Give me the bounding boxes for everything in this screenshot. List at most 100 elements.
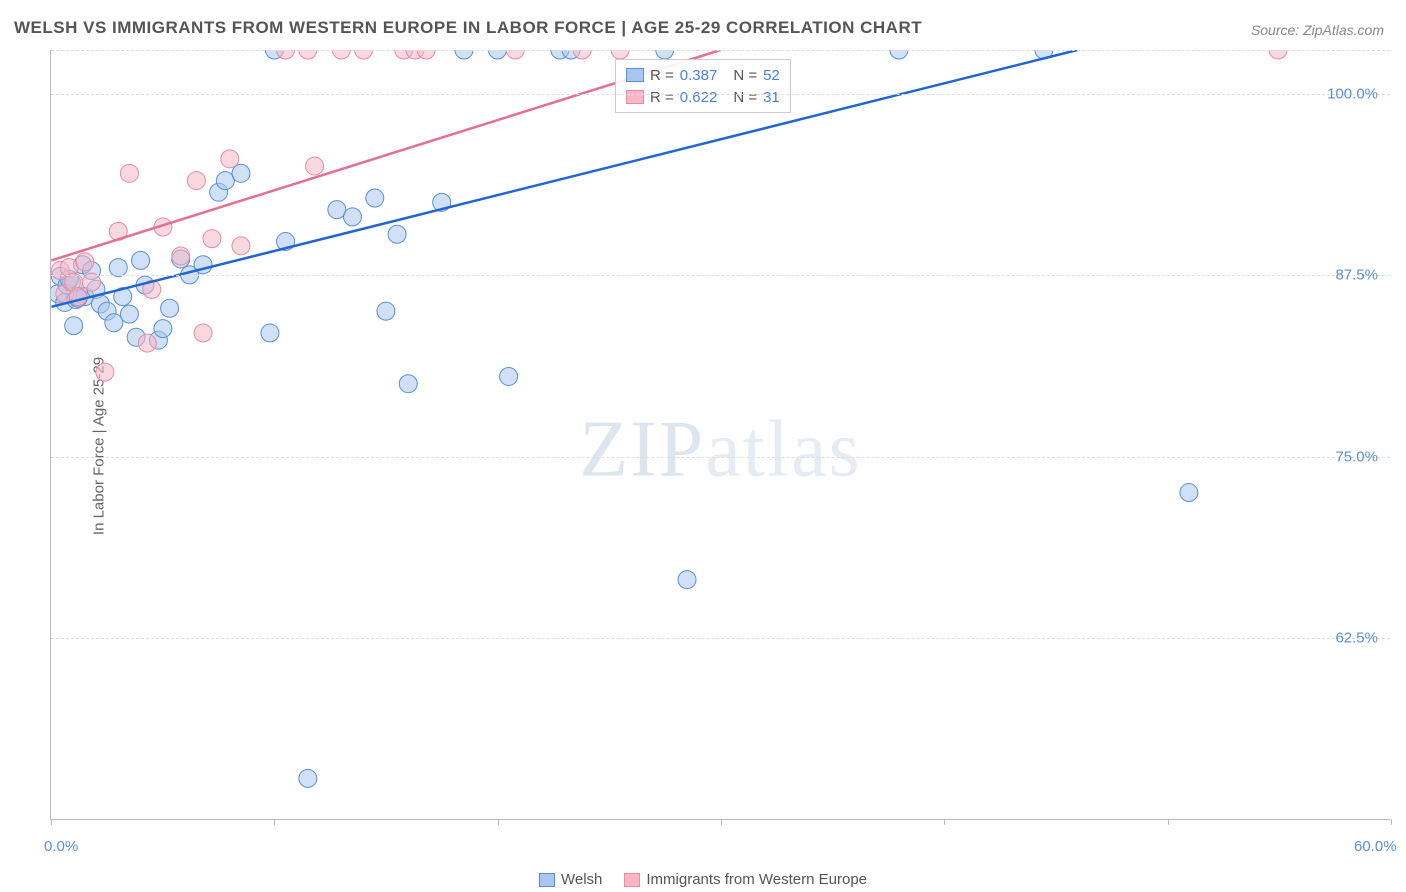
data-point [69, 289, 87, 307]
data-point [232, 164, 250, 182]
series-swatch [626, 68, 644, 82]
data-point [51, 285, 67, 303]
data-point [1180, 484, 1198, 502]
x-tick-label: 0.0% [44, 838, 78, 855]
legend-label: Welsh [561, 871, 602, 888]
data-point [194, 256, 212, 274]
data-point [76, 288, 94, 306]
data-point [488, 50, 506, 59]
data-point [261, 324, 279, 342]
data-point [332, 50, 350, 59]
data-point [69, 288, 87, 306]
data-point [328, 201, 346, 219]
gridline [51, 275, 1390, 276]
data-point [172, 250, 190, 268]
x-tick-label: 60.0% [1354, 838, 1397, 855]
data-point [60, 270, 78, 288]
data-point [105, 314, 123, 332]
data-point [91, 295, 109, 313]
y-tick-label: 100.0% [1327, 85, 1378, 102]
data-point [573, 50, 591, 59]
r-value: 0.622 [680, 89, 718, 106]
plot-area: ZIPatlas R = 0.387N = 52R = 0.622N = 31 … [50, 50, 1390, 820]
data-point [83, 262, 101, 280]
data-point [366, 189, 384, 207]
data-point [265, 50, 283, 59]
data-point [377, 302, 395, 320]
data-point [417, 50, 435, 59]
data-point [506, 50, 524, 59]
data-point [455, 50, 473, 59]
legend-swatch [624, 873, 640, 887]
trend-line [51, 50, 1077, 307]
data-point [433, 193, 451, 211]
data-point [87, 280, 105, 298]
data-point [203, 230, 221, 248]
x-tick [498, 819, 499, 825]
r-label: R = [650, 67, 674, 84]
x-tick [944, 819, 945, 825]
data-point [96, 363, 114, 381]
y-tick-label: 62.5% [1335, 630, 1378, 647]
legend-label: Immigrants from Western Europe [646, 871, 867, 888]
stats-row: R = 0.622N = 31 [626, 86, 780, 108]
data-point [656, 50, 674, 59]
x-tick [51, 819, 52, 825]
data-point [194, 324, 212, 342]
source-label: Source: ZipAtlas.com [1251, 22, 1384, 38]
data-point [551, 50, 569, 59]
data-point [678, 571, 696, 589]
data-point [127, 328, 145, 346]
data-point [65, 317, 83, 335]
data-point [890, 50, 908, 59]
data-point [343, 208, 361, 226]
data-point [132, 251, 150, 269]
data-point [395, 50, 413, 59]
data-point [500, 367, 518, 385]
data-point [388, 225, 406, 243]
stats-row: R = 0.387N = 52 [626, 64, 780, 86]
n-value: 52 [763, 67, 780, 84]
y-tick-label: 75.0% [1335, 448, 1378, 465]
data-point [51, 267, 69, 285]
data-point [154, 218, 172, 236]
series-swatch [626, 90, 644, 104]
data-point [299, 769, 317, 787]
y-tick-label: 87.5% [1335, 267, 1378, 284]
watermark-thin: atlas [705, 405, 862, 493]
data-point [277, 50, 295, 59]
data-point [299, 50, 317, 59]
data-point [143, 280, 161, 298]
data-point [60, 259, 78, 277]
legend-item: Immigrants from Western Europe [624, 871, 867, 888]
gridline [51, 50, 1390, 51]
data-point [562, 50, 580, 59]
gridline [51, 457, 1390, 458]
bottom-legend: Welsh Immigrants from Western Europe [539, 871, 867, 888]
legend-item: Welsh [539, 871, 602, 888]
data-point [172, 247, 190, 265]
x-tick [1168, 819, 1169, 825]
gridline [51, 638, 1390, 639]
chart-title: WELSH VS IMMIGRANTS FROM WESTERN EUROPE … [14, 18, 922, 38]
data-point [67, 291, 85, 309]
n-label: N = [733, 67, 757, 84]
data-point [1269, 50, 1287, 59]
data-point [187, 172, 205, 190]
data-point [98, 302, 116, 320]
data-point [611, 50, 629, 59]
stats-legend: R = 0.387N = 52R = 0.622N = 31 [615, 59, 791, 113]
x-tick [721, 819, 722, 825]
data-point [399, 375, 417, 393]
data-point [1035, 50, 1053, 59]
data-point [56, 293, 74, 311]
data-point [109, 222, 127, 240]
data-point [120, 164, 138, 182]
x-tick [1391, 819, 1392, 825]
data-point [114, 288, 132, 306]
data-point [306, 157, 324, 175]
n-value: 31 [763, 89, 780, 106]
data-point [149, 331, 167, 349]
data-point [406, 50, 424, 59]
data-point [76, 253, 94, 271]
